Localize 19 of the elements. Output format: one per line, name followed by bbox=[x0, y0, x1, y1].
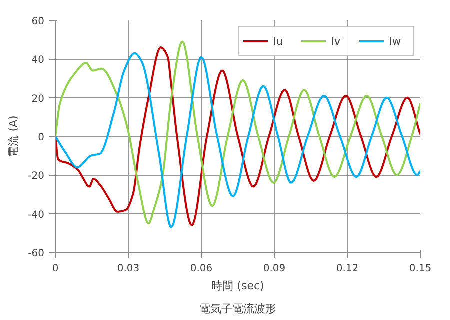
text: 電気子電流波形 bbox=[200, 302, 276, 316]
x-tick-label: 0.15 bbox=[409, 264, 432, 274]
y-axis-title: 電流 (A) bbox=[7, 116, 20, 158]
y-tick-label: 0 bbox=[38, 132, 45, 144]
y-tick-label: -60 bbox=[28, 248, 45, 260]
x-tick-label: 0 bbox=[52, 264, 59, 274]
x-tick-label: 0.03 bbox=[117, 264, 140, 274]
y-tick-label: 40 bbox=[32, 55, 45, 66]
x-tick-label: 0.09 bbox=[263, 264, 286, 274]
y-tick-label: -40 bbox=[28, 210, 45, 221]
y-tick-label: 20 bbox=[32, 94, 45, 105]
y-tick-label: -20 bbox=[28, 171, 45, 182]
legend-label: Iu bbox=[273, 34, 284, 48]
x-axis-title: 時間 (sec) bbox=[212, 280, 264, 292]
x-tick-label: 0.12 bbox=[336, 264, 359, 274]
x-tick-label: 0.06 bbox=[190, 264, 213, 274]
legend-label: Iv bbox=[331, 34, 342, 48]
y-tick-label: 60 bbox=[32, 16, 45, 28]
legend-label: Iw bbox=[389, 34, 402, 48]
